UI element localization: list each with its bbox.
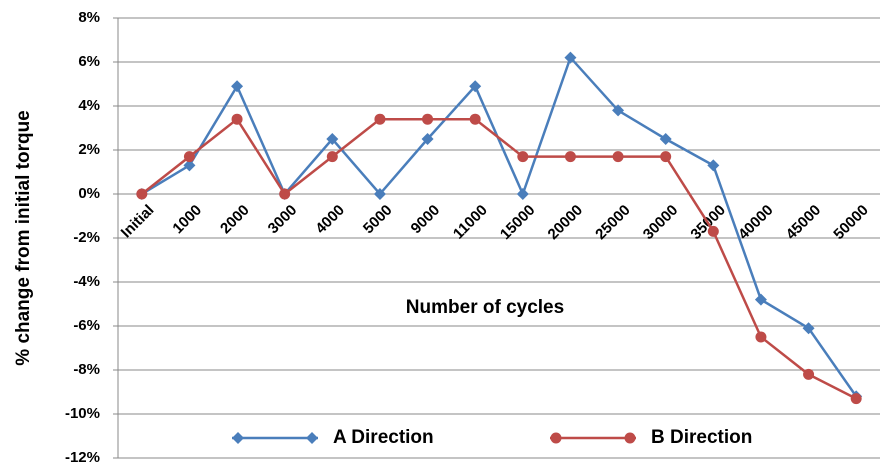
data-point bbox=[564, 151, 576, 163]
x-tick-label: 1000 bbox=[169, 202, 205, 238]
y-tick-label: -2% bbox=[73, 229, 100, 246]
data-point bbox=[612, 104, 625, 117]
data-point bbox=[279, 188, 291, 200]
data-point bbox=[755, 331, 767, 343]
data-point bbox=[231, 113, 243, 125]
x-tick-label: 30000 bbox=[640, 202, 682, 244]
data-point bbox=[707, 159, 720, 172]
x-tick-label: 3000 bbox=[265, 202, 301, 238]
data-point bbox=[421, 133, 434, 145]
data-point bbox=[516, 188, 529, 200]
y-tick-label: 0% bbox=[78, 185, 100, 202]
x-tick-label: 11000 bbox=[450, 202, 491, 243]
y-tick-label: -8% bbox=[73, 361, 100, 378]
data-point bbox=[517, 151, 529, 163]
data-point bbox=[564, 51, 577, 64]
legend-label: B Direction bbox=[651, 427, 752, 448]
legend-marker bbox=[306, 432, 318, 444]
data-point bbox=[374, 113, 386, 125]
data-point bbox=[183, 151, 195, 163]
x-axis-title: Number of cycles bbox=[406, 297, 564, 318]
y-tick-label: 6% bbox=[78, 53, 100, 70]
legend-label: A Direction bbox=[333, 427, 434, 448]
x-tick-label: 25000 bbox=[592, 202, 634, 244]
data-point bbox=[422, 113, 434, 125]
x-tick-label: 45000 bbox=[783, 202, 825, 244]
y-tick-label: 4% bbox=[78, 97, 100, 114]
x-tick-label: 5000 bbox=[360, 202, 396, 238]
y-tick-label: 8% bbox=[78, 9, 100, 26]
legend-marker bbox=[624, 432, 636, 444]
y-tick-label: -6% bbox=[73, 317, 100, 334]
y-tick-label: -12% bbox=[65, 449, 100, 466]
data-point bbox=[803, 368, 815, 380]
data-point bbox=[469, 113, 481, 125]
y-axis-title: % change from initial torque bbox=[13, 110, 34, 365]
data-point bbox=[136, 188, 148, 200]
series-line bbox=[141, 55, 858, 398]
x-tick-label: 2000 bbox=[217, 202, 253, 238]
series-line bbox=[141, 117, 857, 400]
data-point bbox=[231, 80, 244, 93]
data-point bbox=[326, 133, 339, 145]
x-tick-label: 9000 bbox=[408, 202, 444, 238]
x-tick-label: 4000 bbox=[312, 202, 348, 238]
x-tick-label: 15000 bbox=[497, 202, 539, 244]
y-tick-label: -10% bbox=[65, 405, 100, 422]
y-tick-label: -4% bbox=[73, 273, 100, 290]
x-tick-label: 50000 bbox=[830, 202, 872, 244]
x-tick-label: 20000 bbox=[545, 202, 587, 244]
data-point bbox=[183, 159, 196, 172]
x-tick-label: Initial bbox=[118, 202, 158, 242]
legend-marker bbox=[232, 432, 244, 444]
legend-marker bbox=[550, 432, 562, 444]
x-tick-label: 40000 bbox=[735, 202, 777, 244]
data-point bbox=[850, 393, 862, 405]
data-point bbox=[754, 293, 767, 306]
data-point bbox=[373, 188, 386, 200]
data-point bbox=[660, 151, 672, 163]
data-point bbox=[659, 133, 672, 145]
data-point bbox=[707, 225, 719, 237]
data-point bbox=[802, 322, 815, 335]
data-point bbox=[469, 80, 482, 93]
y-tick-label: 2% bbox=[78, 141, 100, 158]
data-point bbox=[612, 151, 624, 163]
data-point bbox=[326, 151, 338, 163]
